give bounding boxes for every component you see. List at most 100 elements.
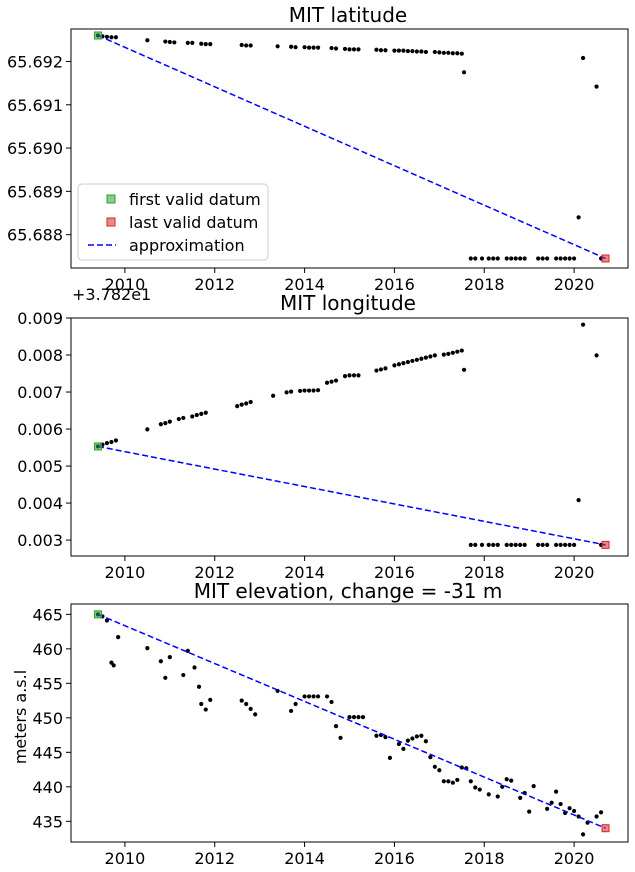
latitude-data-point (450, 51, 455, 56)
longitude-data-point (356, 373, 361, 378)
longitude-data-point (396, 362, 402, 367)
elevation-y-tick-label: 440 (32, 778, 63, 797)
latitude-data-point (513, 256, 518, 261)
longitude-data-point (558, 542, 563, 547)
latitude-data-point (383, 48, 388, 53)
latitude-data-point (315, 45, 321, 50)
latitude-data-point (446, 50, 451, 55)
elevation-data-point (446, 779, 451, 784)
elevation-data-point (509, 778, 514, 783)
latitude-data-point (248, 43, 253, 48)
latitude-x-tick-label: 2010 (105, 275, 146, 294)
longitude-y-tick-label: 0.006 (17, 420, 63, 439)
legend-label-0: first valid datum (129, 190, 261, 209)
longitude-y-tick-label: 0.003 (17, 531, 63, 550)
elevation-data-point (167, 655, 172, 660)
latitude-data-point (540, 256, 545, 261)
latitude-x-tick-label: 2018 (464, 275, 505, 294)
latitude-data-point (468, 256, 473, 261)
longitude-x-tick-label: 2018 (464, 563, 505, 582)
longitude-x-tick-label: 2020 (554, 563, 595, 582)
latitude-data-point (145, 38, 150, 43)
longitude-data-point (459, 348, 464, 353)
longitude-data-point (109, 439, 114, 445)
latitude-data-point (571, 256, 577, 261)
longitude-data-point (450, 350, 455, 355)
latitude-data-point (167, 39, 172, 45)
latitude-data-point (172, 40, 177, 45)
elevation-data-point (432, 764, 437, 769)
latitude-data-point (536, 256, 541, 261)
longitude-data-point (297, 388, 303, 394)
latitude-x-tick-label: 2020 (554, 275, 595, 294)
longitude-y-tick-label: 0.004 (17, 494, 63, 513)
elevation-data-point (468, 779, 473, 784)
elevation-data-point (293, 701, 298, 707)
elevation-y-tick-label: 460 (32, 640, 63, 659)
elevation-data-point (405, 738, 410, 743)
latitude-title: MIT latitude (289, 3, 407, 27)
elevation-data-point (104, 618, 110, 623)
latitude-first-valid-marker (93, 31, 102, 40)
longitude-data-point (441, 352, 446, 357)
longitude-data-point (311, 388, 316, 393)
longitude-data-point (176, 416, 181, 422)
longitude-data-point (594, 353, 599, 358)
latitude-data-point (423, 49, 428, 55)
latitude-data-point (594, 84, 599, 89)
longitude-data-point (571, 542, 577, 547)
legend-label-1: last valid datum (129, 213, 258, 232)
latitude-x-tick-label: 2014 (284, 275, 325, 294)
elevation-data-point (495, 794, 500, 799)
longitude-data-point (567, 542, 572, 547)
longitude-y-tick-label: 0.005 (17, 457, 63, 476)
latitude-data-point (392, 48, 397, 53)
latitude-data-point (410, 48, 415, 54)
longitude-data-point (190, 414, 195, 419)
latitude-data-point (356, 47, 361, 52)
latitude-data-point (109, 35, 114, 40)
longitude-data-point (419, 356, 424, 361)
longitude-data-point (199, 411, 204, 416)
latitude-data-point (239, 42, 244, 48)
latitude-data-point (342, 46, 348, 52)
elevation-data-point (423, 739, 428, 744)
latitude-x-tick-label: 2012 (194, 275, 235, 294)
latitude-data-point (461, 70, 467, 75)
elevation-data-point (527, 809, 532, 814)
latitude-approximation-line (97, 34, 606, 260)
longitude-last-valid-marker (601, 540, 610, 549)
elevation-data-point (554, 789, 559, 794)
elevation-title: MIT elevation, change = -31 m (194, 579, 503, 603)
elevation-data-point (580, 832, 586, 837)
latitude-y-tick-label: 65.690 (7, 139, 63, 158)
latitude-data-point (414, 49, 419, 54)
longitude-data-point (383, 366, 388, 371)
elevation-data-point (360, 715, 366, 720)
elevation-x-tick-label: 2020 (554, 849, 595, 868)
elevation-data-point (410, 736, 415, 741)
elevation-data-point (500, 784, 505, 789)
longitude-data-point (545, 542, 550, 547)
latitude-legend: first valid datum last valid datum approxi… (77, 183, 269, 261)
latitude-data-point (405, 48, 410, 54)
longitude-panel: MIT longitude +3.782e1 2010 2012 2014 2016 2… (17, 285, 629, 582)
longitude-data-point (378, 367, 384, 372)
elevation-last-valid-marker (601, 824, 610, 833)
latitude-data-point (351, 47, 357, 52)
latitude-data-point (473, 256, 478, 261)
latitude-data-point (518, 256, 523, 261)
longitude-data-point (580, 322, 586, 327)
longitude-data-point (315, 388, 321, 393)
longitude-data-point (167, 419, 172, 424)
longitude-data-point (518, 542, 523, 547)
latitude-last-valid-marker (601, 254, 610, 263)
elevation-data-point (116, 635, 121, 640)
longitude-data-point (504, 542, 509, 547)
latitude-data-point (486, 256, 491, 261)
longitude-data-point (473, 542, 478, 547)
elevation-data-point (356, 715, 361, 720)
latitude-data-point (163, 39, 168, 44)
latitude-data-point (113, 35, 119, 40)
longitude-data-point (194, 412, 199, 418)
